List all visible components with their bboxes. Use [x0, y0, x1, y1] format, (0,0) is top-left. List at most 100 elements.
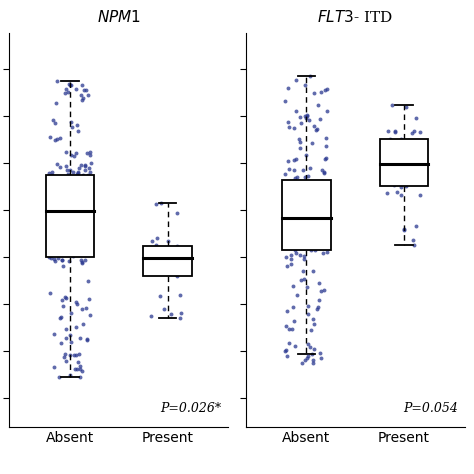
Point	[289, 282, 297, 290]
Point	[320, 168, 328, 176]
Point	[301, 112, 309, 119]
Point	[396, 163, 403, 171]
Point	[323, 237, 331, 245]
Point	[172, 252, 179, 259]
Bar	[46, 175, 94, 257]
Point	[53, 135, 61, 143]
Point	[54, 77, 61, 84]
Point	[45, 169, 53, 177]
Point	[72, 324, 80, 331]
Point	[48, 200, 55, 207]
Point	[300, 212, 307, 220]
Point	[55, 255, 62, 262]
Point	[67, 206, 74, 213]
Point	[75, 164, 82, 172]
Point	[78, 214, 86, 221]
Point	[409, 236, 416, 244]
Point	[69, 209, 76, 216]
Point	[282, 97, 289, 105]
Point	[397, 166, 404, 174]
Point	[316, 225, 324, 232]
Point	[313, 306, 320, 313]
Point	[298, 179, 306, 186]
Point	[84, 185, 91, 193]
Point	[297, 145, 304, 152]
Point	[78, 204, 85, 211]
Point	[56, 190, 64, 197]
Point	[320, 170, 328, 177]
Point	[81, 223, 88, 231]
Point	[173, 272, 181, 280]
Point	[65, 80, 73, 87]
Point	[73, 171, 81, 178]
Point	[383, 162, 391, 169]
Point	[303, 354, 310, 361]
Point	[287, 190, 294, 197]
Point	[296, 197, 303, 204]
Point	[58, 256, 66, 264]
Point	[316, 210, 324, 218]
Point	[61, 191, 69, 198]
Point	[290, 166, 298, 173]
Point	[68, 151, 75, 159]
Point	[312, 239, 319, 247]
Point	[67, 229, 74, 237]
Point	[48, 191, 56, 199]
Point	[409, 140, 416, 148]
Point	[317, 287, 325, 294]
Point	[77, 201, 85, 209]
Point	[298, 359, 306, 366]
Point	[317, 88, 325, 96]
Point	[308, 198, 316, 206]
Point	[85, 164, 93, 172]
Point	[296, 239, 304, 246]
Point	[316, 224, 323, 231]
Point	[311, 195, 319, 202]
Point	[322, 240, 329, 248]
Point	[315, 203, 323, 210]
Point	[282, 230, 290, 238]
Point	[46, 289, 54, 296]
Point	[388, 158, 395, 165]
Point	[307, 236, 314, 243]
Point	[311, 246, 319, 253]
Point	[72, 299, 80, 306]
Point	[173, 209, 181, 217]
Point	[86, 217, 94, 225]
Point	[84, 171, 92, 179]
Point	[63, 248, 71, 255]
Point	[292, 232, 300, 239]
Point	[66, 331, 74, 338]
Point	[317, 202, 324, 210]
Point	[299, 196, 306, 204]
Point	[73, 205, 81, 212]
Point	[315, 188, 323, 195]
Point	[292, 246, 299, 254]
Point	[401, 226, 408, 234]
Point	[303, 215, 310, 222]
Point	[57, 313, 65, 321]
Point	[283, 253, 290, 261]
Point	[167, 310, 174, 318]
Point	[57, 185, 64, 193]
Point	[285, 339, 292, 347]
Point	[178, 257, 186, 264]
Point	[177, 310, 184, 317]
Point	[293, 173, 301, 181]
Point	[173, 242, 181, 250]
Point	[164, 243, 172, 251]
Point	[75, 216, 83, 224]
Point	[301, 173, 309, 181]
Point	[404, 170, 412, 177]
Point	[403, 157, 410, 164]
Point	[297, 120, 304, 128]
Point	[83, 230, 91, 238]
Point	[56, 244, 64, 252]
Point	[319, 234, 327, 242]
Point	[58, 339, 65, 347]
Point	[306, 344, 314, 351]
Point	[415, 141, 423, 148]
Point	[73, 301, 81, 308]
Point	[308, 350, 316, 358]
Point	[318, 178, 326, 185]
